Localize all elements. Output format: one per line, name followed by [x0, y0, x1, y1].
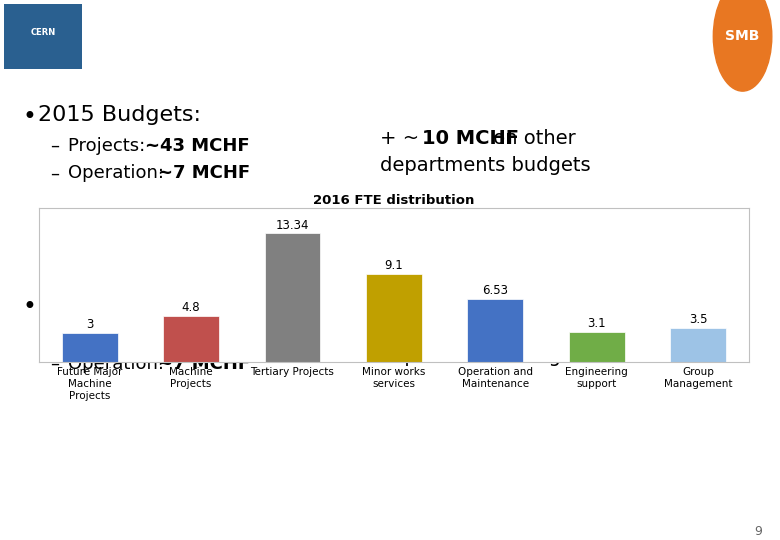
Text: –: –: [50, 355, 59, 373]
Text: 3.5: 3.5: [689, 313, 707, 326]
Text: departments budgets: departments budgets: [380, 157, 590, 176]
Text: 9.1: 9.1: [385, 259, 403, 272]
Text: ~43 MCHF: ~43 MCHF: [145, 137, 250, 154]
Text: Projects:: Projects:: [68, 327, 151, 345]
Text: 4.8: 4.8: [182, 301, 200, 314]
Text: 3: 3: [86, 318, 94, 331]
Text: 2015 Budgets:: 2015 Budgets:: [38, 105, 201, 125]
Text: on other: on other: [487, 319, 576, 338]
Text: 9: 9: [754, 525, 762, 538]
Text: on other: on other: [487, 129, 576, 148]
Text: –: –: [50, 137, 59, 154]
Text: •: •: [22, 295, 36, 319]
Bar: [670, 328, 726, 362]
Bar: [264, 233, 321, 362]
Text: 20 MCHF: 20 MCHF: [422, 319, 519, 338]
Bar: [62, 333, 118, 362]
Text: 13.34: 13.34: [276, 219, 309, 232]
Text: SMB: SMB: [725, 30, 760, 43]
Text: ~7 MCHF: ~7 MCHF: [158, 355, 250, 373]
Text: CERN: CERN: [30, 28, 55, 37]
Text: departments budgets: departments budgets: [380, 347, 590, 366]
Bar: [569, 332, 625, 362]
Ellipse shape: [713, 0, 771, 91]
Text: •: •: [22, 105, 36, 129]
Bar: [467, 299, 523, 362]
Text: 10 MCHF: 10 MCHF: [422, 129, 519, 148]
Text: + ~: + ~: [380, 129, 425, 148]
Text: 2016 Budgets:: 2016 Budgets:: [38, 295, 201, 315]
Text: Projects:: Projects:: [68, 137, 151, 154]
Title: 2016 FTE distribution: 2016 FTE distribution: [314, 194, 474, 207]
Bar: [366, 274, 422, 362]
Text: Operation:: Operation:: [68, 164, 170, 183]
Text: 6.53: 6.53: [482, 284, 509, 297]
Text: ~7 MCHF: ~7 MCHF: [158, 164, 250, 183]
Text: + ~: + ~: [380, 319, 425, 338]
Text: –: –: [50, 164, 59, 183]
Text: 3.1: 3.1: [587, 317, 606, 330]
Bar: [163, 315, 219, 362]
Text: The group in numbers: The group in numbers: [236, 23, 544, 50]
FancyBboxPatch shape: [4, 4, 82, 69]
Text: Operation:: Operation:: [68, 355, 170, 373]
Text: ~30 MCHF: ~30 MCHF: [145, 327, 250, 345]
Text: –: –: [50, 327, 59, 345]
